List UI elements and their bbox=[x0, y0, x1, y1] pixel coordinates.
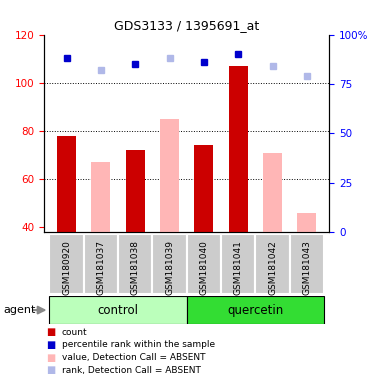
Bar bbox=[49, 234, 84, 294]
Text: GSM181037: GSM181037 bbox=[96, 240, 105, 295]
Bar bbox=[263, 153, 282, 232]
Text: ■: ■ bbox=[46, 353, 55, 362]
Text: percentile rank within the sample: percentile rank within the sample bbox=[62, 340, 215, 349]
Bar bbox=[194, 146, 213, 232]
Text: GSM181040: GSM181040 bbox=[199, 240, 208, 295]
Bar bbox=[221, 234, 255, 294]
Text: count: count bbox=[62, 328, 87, 337]
Bar bbox=[57, 136, 76, 232]
Text: GSM181039: GSM181039 bbox=[165, 240, 174, 295]
Text: ■: ■ bbox=[46, 340, 55, 350]
Bar bbox=[152, 234, 187, 294]
Text: quercetin: quercetin bbox=[227, 304, 283, 316]
Bar bbox=[49, 296, 187, 324]
Bar bbox=[160, 119, 179, 232]
Bar bbox=[290, 234, 324, 294]
Bar bbox=[187, 234, 221, 294]
Bar bbox=[255, 234, 290, 294]
Bar bbox=[187, 296, 324, 324]
Bar bbox=[84, 234, 118, 294]
Text: control: control bbox=[97, 304, 139, 316]
Bar bbox=[229, 66, 248, 232]
Text: GSM181038: GSM181038 bbox=[131, 240, 140, 295]
Text: agent: agent bbox=[4, 305, 36, 315]
Bar bbox=[126, 150, 145, 232]
Bar bbox=[298, 213, 316, 232]
Text: GSM181041: GSM181041 bbox=[234, 240, 243, 295]
Text: GSM180920: GSM180920 bbox=[62, 240, 71, 295]
Text: value, Detection Call = ABSENT: value, Detection Call = ABSENT bbox=[62, 353, 205, 362]
Text: ■: ■ bbox=[46, 327, 55, 337]
Text: ■: ■ bbox=[46, 365, 55, 375]
Bar bbox=[118, 234, 152, 294]
Text: GSM181043: GSM181043 bbox=[302, 240, 311, 295]
Bar bbox=[92, 162, 110, 232]
Text: GSM181042: GSM181042 bbox=[268, 240, 277, 295]
Title: GDS3133 / 1395691_at: GDS3133 / 1395691_at bbox=[114, 19, 259, 32]
Text: rank, Detection Call = ABSENT: rank, Detection Call = ABSENT bbox=[62, 366, 201, 375]
